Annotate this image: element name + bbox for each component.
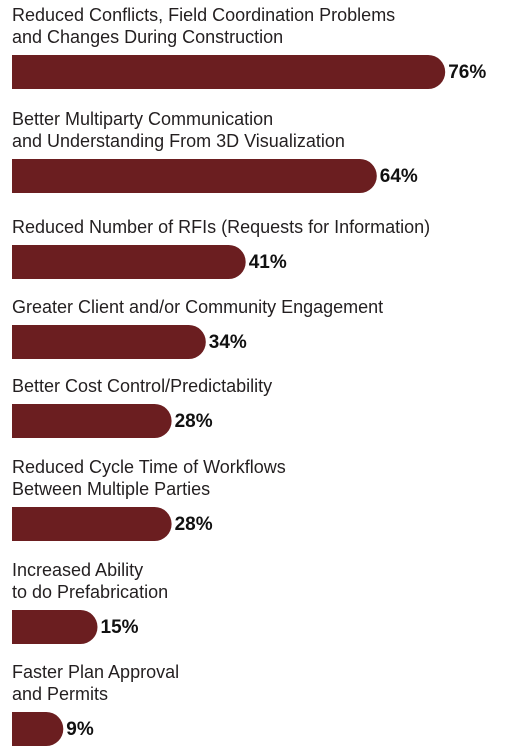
- category-label: Reduced Conflicts, Field Coordination Pr…: [12, 5, 395, 25]
- bar: [12, 325, 206, 359]
- bar: [12, 159, 377, 193]
- category-label: Reduced Number of RFIs (Requests for Inf…: [12, 217, 430, 237]
- bar: [12, 610, 98, 644]
- value-label: 9%: [66, 719, 94, 740]
- value-label: 41%: [249, 252, 287, 273]
- category-label: Faster Plan Approval: [12, 662, 179, 682]
- bar: [12, 245, 246, 279]
- category-label: Better Cost Control/Predictability: [12, 376, 272, 396]
- value-label: 15%: [101, 617, 139, 638]
- value-label: 28%: [175, 411, 213, 432]
- bar: [12, 404, 172, 438]
- category-label: Reduced Cycle Time of Workflows: [12, 457, 286, 477]
- category-label: and Changes During Construction: [12, 27, 283, 47]
- category-label: Increased Ability: [12, 560, 143, 580]
- value-label: 64%: [380, 166, 418, 187]
- category-label: Greater Client and/or Community Engageme…: [12, 297, 383, 317]
- category-label: and Understanding From 3D Visualization: [12, 131, 345, 151]
- category-label: Between Multiple Parties: [12, 479, 210, 499]
- category-label: Better Multiparty Communication: [12, 109, 273, 129]
- bar: [12, 55, 446, 89]
- category-label: and Permits: [12, 684, 108, 704]
- category-label: to do Prefabrication: [12, 582, 168, 602]
- value-label: 28%: [175, 514, 213, 535]
- bar: [12, 507, 172, 541]
- value-label: 34%: [209, 332, 247, 353]
- bar: [12, 712, 64, 746]
- value-label: 76%: [448, 62, 486, 83]
